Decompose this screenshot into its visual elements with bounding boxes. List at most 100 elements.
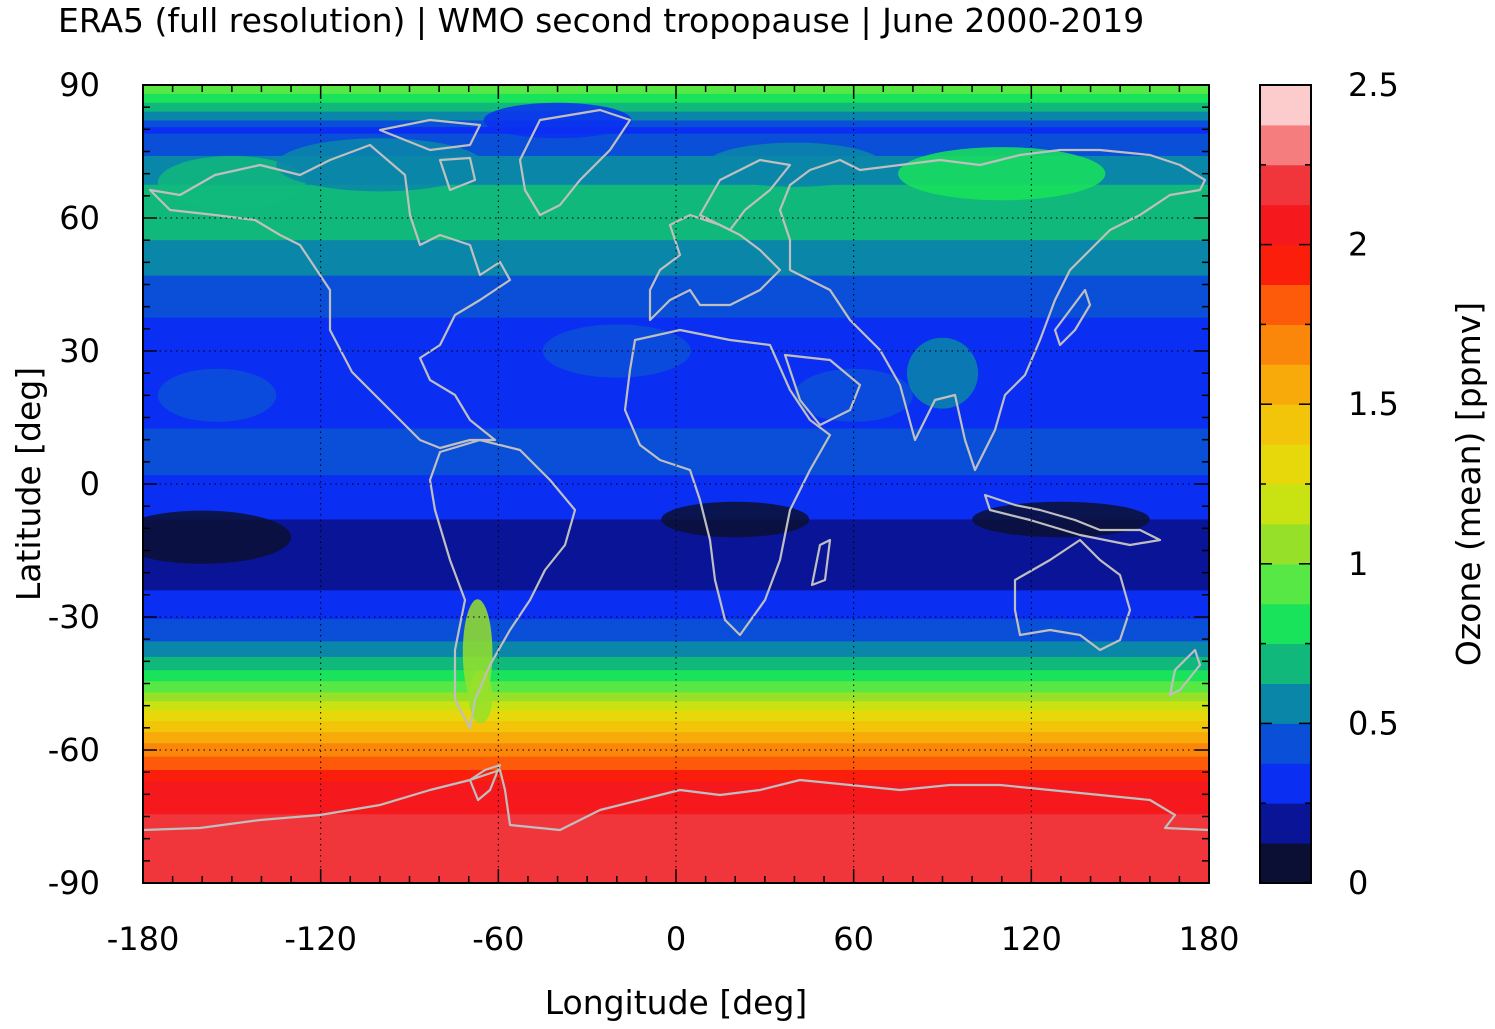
zonal-band: [143, 235, 1209, 239]
zonal-band: [143, 752, 1209, 756]
zonal-band: [143, 131, 1209, 135]
zonal-band: [143, 792, 1209, 795]
zonal-band: [143, 710, 1209, 713]
zonal-band: [143, 734, 1209, 738]
y-tick-label: 60: [59, 199, 100, 237]
zonal-band: [143, 401, 1209, 405]
y-tick-label: -90: [48, 864, 100, 902]
colorbar-segment: [1260, 643, 1311, 684]
zonal-band: [143, 570, 1209, 574]
zonal-band: [143, 572, 1209, 576]
zonal-band: [143, 838, 1209, 842]
zonal-band: [143, 712, 1209, 716]
zonal-band: [143, 796, 1209, 800]
zonal-band: [143, 506, 1209, 509]
zonal-band: [143, 426, 1209, 430]
zonal-band: [143, 617, 1209, 620]
zonal-band: [143, 670, 1209, 674]
zonal-band: [143, 756, 1209, 760]
colorbar-segment: [1260, 124, 1311, 166]
colorbar-segment: [1260, 843, 1311, 884]
zonal-band: [143, 140, 1209, 144]
zonal-band: [143, 767, 1209, 771]
coastline-indonesia: [983, 493, 1162, 547]
colorbar-segment: [1260, 364, 1311, 405]
colorbar-tick-label: 2: [1348, 226, 1368, 264]
zonal-band: [143, 417, 1209, 421]
zonal-band: [143, 379, 1209, 383]
anomaly-region: [705, 142, 884, 187]
zonal-band: [143, 273, 1209, 277]
zonal-band: [143, 707, 1209, 711]
anomaly-region: [972, 501, 1150, 538]
zonal-band: [143, 406, 1209, 410]
zonal-band: [143, 849, 1209, 853]
colorbar-segment: [1260, 683, 1311, 724]
anomaly-region: [483, 102, 632, 139]
zonal-band: [143, 723, 1209, 727]
coastline-new-zealand: [1168, 648, 1202, 697]
zonal-band: [143, 277, 1209, 281]
zonal-band: [143, 559, 1209, 563]
zonal-band: [143, 135, 1209, 139]
zonal-band: [143, 778, 1209, 782]
colorbar-segment: [1260, 444, 1311, 485]
zonal-band: [143, 195, 1209, 199]
zonal-band: [143, 836, 1209, 840]
zonal-band: [143, 552, 1209, 556]
zonal-band: [143, 641, 1209, 645]
zonal-band: [143, 563, 1209, 567]
zonal-band: [143, 264, 1209, 268]
colorbar-segment: [1260, 85, 1311, 126]
zonal-band: [143, 151, 1209, 155]
zonal-band: [143, 333, 1209, 337]
zonal-band: [143, 229, 1209, 232]
zonal-band: [143, 663, 1209, 667]
zonal-band: [143, 659, 1209, 662]
zonal-band: [143, 102, 1209, 106]
zonal-band: [143, 218, 1209, 221]
zonal-band: [143, 446, 1209, 450]
zonal-band: [143, 162, 1209, 166]
colorbar-segment: [1260, 284, 1311, 325]
zonal-band: [143, 856, 1209, 860]
zonal-band: [143, 543, 1209, 547]
zonal-band: [143, 468, 1209, 472]
zonal-band: [143, 628, 1209, 631]
zonal-band: [143, 743, 1209, 747]
zonal-band: [143, 153, 1209, 157]
colorbar: [1260, 85, 1311, 884]
zonal-band: [143, 754, 1209, 758]
zonal-band: [143, 390, 1209, 394]
zonal-band: [143, 718, 1209, 722]
zonal-band: [143, 319, 1209, 323]
zonal-band: [143, 592, 1209, 596]
zonal-band: [143, 583, 1209, 587]
y-tick-label: -60: [48, 731, 100, 769]
zonal-band: [143, 829, 1209, 833]
zonal-band: [143, 253, 1209, 257]
zonal-band: [143, 317, 1209, 321]
colorbar-segment: [1260, 603, 1311, 645]
x-tick-label: 120: [1001, 920, 1062, 958]
zonal-band: [143, 685, 1209, 689]
zonal-band: [143, 681, 1209, 685]
zonal-band: [143, 262, 1209, 266]
zonal-band: [143, 537, 1209, 541]
anomaly-region: [276, 138, 484, 192]
colorbar-segment: [1260, 204, 1311, 246]
y-tick-label: 0: [80, 465, 100, 503]
zonal-band: [143, 741, 1209, 744]
coastline-antarctica: [143, 768, 1209, 832]
coastline-north-america: [148, 143, 512, 450]
zonal-band: [143, 477, 1209, 481]
zonal-band: [143, 621, 1209, 625]
zonal-band: [143, 676, 1209, 680]
x-tick-label: -120: [284, 920, 357, 958]
colorbar-tick-label: 1: [1348, 545, 1368, 583]
zonal-band: [143, 781, 1209, 784]
coastline-scandinavia: [698, 158, 792, 232]
zonal-band: [143, 851, 1209, 855]
colorbar-tick-label: 2.5: [1348, 66, 1399, 104]
